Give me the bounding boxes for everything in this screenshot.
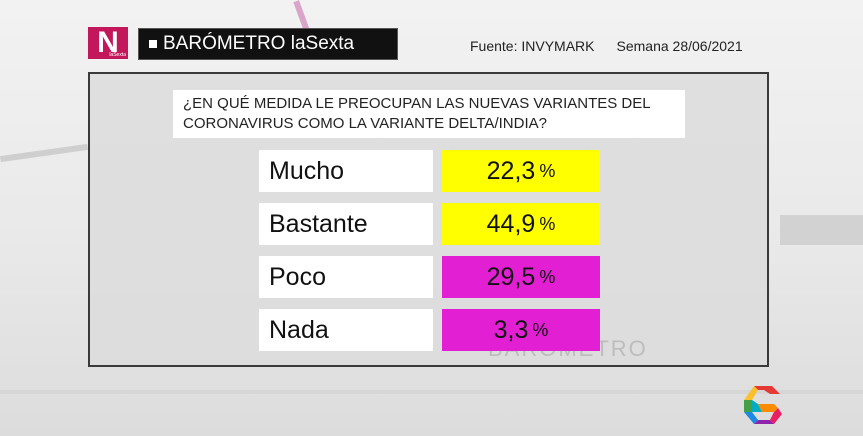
row-value: 29,5% [442, 256, 600, 298]
value-number: 3,3 [493, 315, 529, 344]
row-label: Bastante [259, 203, 433, 245]
row-label: Nada [259, 309, 433, 351]
value-number: 44,9 [486, 209, 536, 238]
background-stripe [0, 143, 88, 163]
row-value: 44,9% [442, 203, 600, 245]
source-text: Fuente: INVYMARK [470, 38, 595, 54]
value-unit: % [539, 160, 556, 181]
page-title: BARÓMETRO laSexta [138, 28, 398, 60]
background-stripe [780, 215, 863, 245]
lasexta-six-icon [744, 386, 782, 424]
channel-logo: N laSexta [88, 27, 128, 59]
value-number: 29,5 [486, 262, 536, 291]
square-bullet-icon [149, 40, 157, 48]
week-text: Semana 28/06/2021 [616, 38, 743, 54]
value-unit: % [539, 266, 556, 287]
source-line: Fuente: INVYMARK Semana 28/06/2021 [470, 38, 743, 54]
value-unit: % [539, 213, 556, 234]
question-text: ¿EN QUÉ MEDIDA LE PREOCUPAN LAS NUEVAS V… [173, 90, 685, 138]
row-value: 3,3% [442, 309, 600, 351]
row-label: Mucho [259, 150, 433, 192]
row-value: 22,3% [442, 150, 600, 192]
row-label: Poco [259, 256, 433, 298]
value-unit: % [532, 319, 549, 340]
logo-letter: N [97, 26, 119, 59]
background-stripe [0, 390, 863, 394]
page-title-text: BARÓMETRO laSexta [163, 33, 355, 54]
logo-sub: laSexta [109, 52, 126, 58]
value-number: 22,3 [486, 156, 536, 185]
